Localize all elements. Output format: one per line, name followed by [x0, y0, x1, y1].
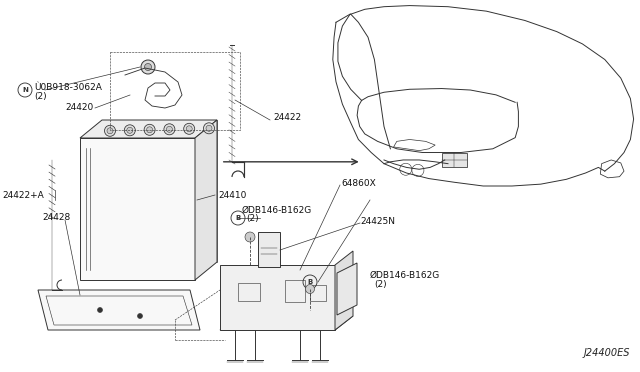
Circle shape — [166, 126, 172, 132]
Circle shape — [164, 124, 175, 135]
Polygon shape — [80, 120, 217, 138]
Circle shape — [206, 125, 212, 131]
Circle shape — [124, 125, 135, 136]
Text: 24425N: 24425N — [360, 218, 395, 227]
Circle shape — [104, 125, 115, 136]
Text: 24428: 24428 — [42, 214, 70, 222]
Text: (2): (2) — [374, 279, 387, 289]
Bar — [238, 283, 260, 301]
Circle shape — [145, 64, 152, 71]
Polygon shape — [80, 138, 195, 280]
Circle shape — [144, 124, 155, 135]
Text: B: B — [307, 279, 312, 285]
Text: (2): (2) — [246, 215, 259, 224]
Text: 24422: 24422 — [273, 113, 301, 122]
Text: 24420: 24420 — [65, 103, 93, 112]
Polygon shape — [337, 263, 357, 315]
Circle shape — [141, 60, 155, 74]
Circle shape — [138, 314, 143, 318]
Circle shape — [186, 126, 192, 132]
Text: J24400ES: J24400ES — [584, 348, 630, 358]
Text: Ù0B918-3062A: Ù0B918-3062A — [34, 83, 102, 92]
Text: 24410: 24410 — [218, 190, 246, 199]
Circle shape — [245, 232, 255, 242]
Polygon shape — [38, 290, 200, 330]
Text: 24422+A: 24422+A — [2, 190, 44, 199]
Text: ØDB146-B162G: ØDB146-B162G — [242, 205, 312, 215]
Polygon shape — [258, 232, 280, 267]
Text: 64860X: 64860X — [341, 179, 376, 187]
Circle shape — [184, 123, 195, 134]
Polygon shape — [335, 251, 353, 330]
Bar — [442, 153, 467, 167]
Circle shape — [127, 127, 133, 133]
Polygon shape — [220, 316, 353, 330]
Circle shape — [305, 285, 314, 294]
Bar — [285, 280, 305, 302]
Text: B: B — [236, 215, 241, 221]
Text: (2): (2) — [34, 92, 47, 100]
Circle shape — [204, 123, 214, 134]
Circle shape — [147, 127, 152, 133]
Bar — [310, 285, 326, 301]
Text: ØDB146-B162G: ØDB146-B162G — [370, 270, 440, 279]
Polygon shape — [220, 265, 335, 330]
Circle shape — [97, 308, 102, 312]
Text: N: N — [22, 87, 28, 93]
Circle shape — [107, 128, 113, 134]
Polygon shape — [195, 120, 217, 280]
